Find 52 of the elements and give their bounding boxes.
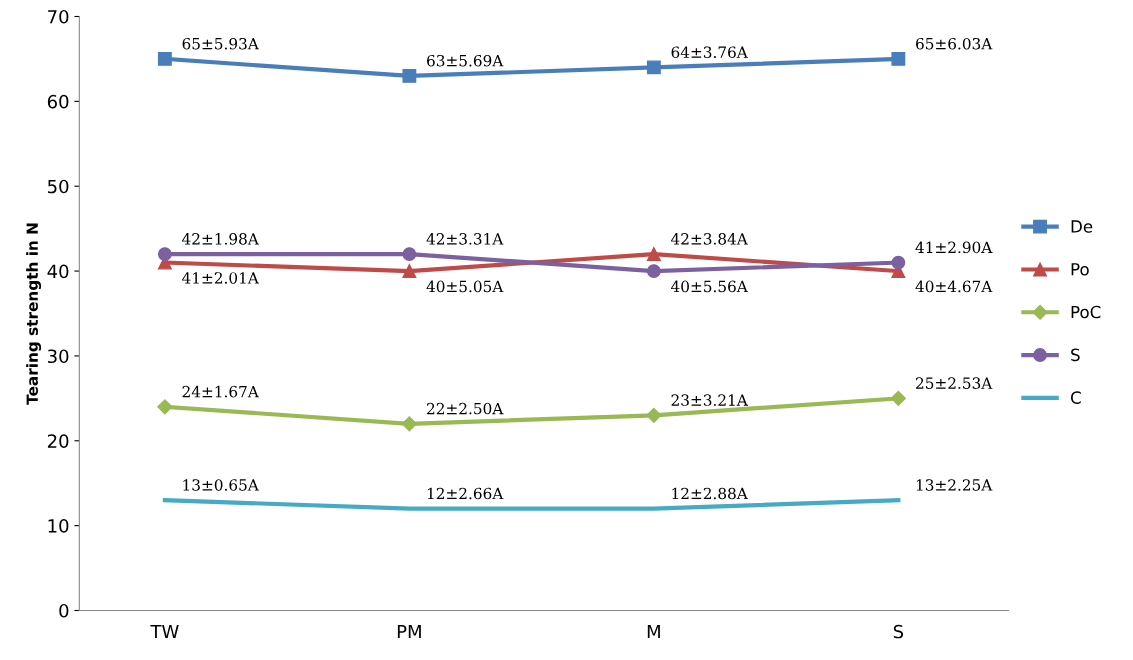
point	[402, 264, 417, 279]
point	[890, 390, 906, 406]
y-tick-label: 20	[47, 434, 69, 448]
x-tick-label: S	[893, 624, 904, 639]
data-label: 13±0.65A	[183, 479, 259, 491]
point	[157, 399, 173, 415]
x-tick-label: M	[647, 624, 660, 639]
x-tick-label: PM	[397, 624, 421, 639]
point	[401, 416, 417, 432]
data-label: 12±2.88A	[672, 487, 748, 500]
data-label: 40±5.05A	[426, 280, 504, 293]
data-label: 63±5.69A	[427, 54, 504, 67]
data-label: 65±6.03A	[916, 37, 993, 50]
point	[646, 264, 661, 279]
point	[157, 51, 172, 66]
point	[646, 60, 661, 75]
data-label: 41±2.90A	[915, 241, 993, 254]
data-label: 65±5.93A	[182, 37, 259, 50]
point	[157, 247, 172, 262]
data-label: 22±2.50A	[427, 402, 504, 415]
data-label: 13±2.25A	[916, 479, 993, 491]
legend-label: Po	[1071, 263, 1089, 276]
point	[402, 68, 417, 83]
y-axis-title: Tearing strength in N	[26, 223, 42, 405]
y-tick-label: 30	[47, 349, 69, 364]
data-label: 40±5.56A	[671, 280, 748, 293]
data-label: 64±3.76A	[671, 46, 748, 58]
point	[646, 247, 661, 262]
y-tick-label: 40	[47, 264, 69, 279]
y-tick-label: 50	[48, 179, 69, 194]
point	[891, 255, 906, 270]
data-label: 42±3.84A	[671, 233, 748, 245]
point	[646, 407, 662, 423]
point	[891, 51, 906, 66]
x-tick-label: TW	[150, 624, 179, 639]
data-label: 41±2.01A	[182, 272, 259, 284]
y-tick-label: 60	[47, 94, 69, 109]
data-label: 23±3.21A	[671, 394, 748, 406]
y-tick-label: 0	[59, 603, 69, 618]
y-tick-label: 70	[48, 9, 69, 24]
legend-label: S	[1071, 348, 1080, 362]
legend-label: De	[1071, 220, 1093, 233]
data-label: 42±1.98A	[182, 233, 259, 245]
data-label: 25±2.53A	[916, 377, 993, 389]
point	[402, 247, 417, 262]
legend-label: C	[1070, 391, 1081, 404]
data-label: 42±3.31A	[426, 233, 504, 245]
legend-label: PoC	[1071, 305, 1101, 319]
data-label: 40±4.67A	[915, 280, 993, 293]
y-tick-label: 10	[48, 519, 69, 533]
data-label: 24±1.67A	[182, 385, 259, 398]
data-label: 12±2.66A	[427, 487, 504, 500]
